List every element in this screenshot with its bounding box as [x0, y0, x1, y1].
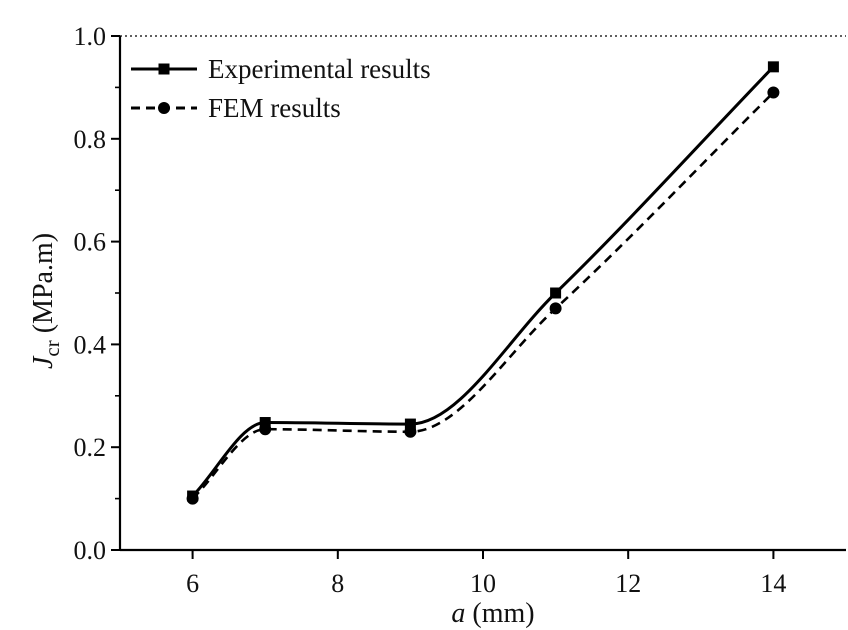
x-tick-label: 12 [615, 569, 641, 598]
data-point [550, 287, 562, 299]
legend-label: FEM results [208, 93, 341, 123]
x-tick-label: 14 [760, 569, 786, 598]
x-tick-label: 6 [186, 569, 199, 598]
y-axis-title-variable: J [28, 355, 59, 369]
x-tick-label: 8 [331, 569, 344, 598]
series-layer [186, 61, 780, 505]
data-point [404, 425, 417, 438]
x-axis: 6 8 10 12 14 [186, 550, 786, 598]
y-tick-label: 0.4 [74, 330, 107, 359]
x-tick-label: 10 [470, 569, 496, 598]
y-axis-title: Jcr (MPa.m) [28, 233, 64, 369]
legend-marker [158, 102, 170, 114]
y-tick-label: 1.0 [74, 22, 107, 51]
legend-item: Experimental results [131, 54, 431, 84]
y-tick-label: 0.2 [74, 433, 107, 462]
series-line [191, 91, 775, 500]
data-point [767, 61, 779, 73]
y-axis: 0.0 0.2 0.4 0.6 0.8 1.0 [74, 22, 120, 565]
x-axis-title-unit: (mm) [465, 598, 534, 629]
y-axis-title-unit: (MPa.m) [28, 233, 59, 340]
y-axis-title-subscript: cr [40, 340, 64, 356]
legend-marker [158, 63, 170, 75]
data-point [549, 302, 562, 315]
legend-item: FEM results [131, 93, 341, 123]
series-line [191, 65, 775, 498]
data-point [767, 86, 780, 99]
y-tick-label: 0.6 [74, 228, 107, 257]
legend: Experimental results FEM results [131, 54, 431, 123]
y-tick-label: 0.0 [74, 536, 107, 565]
legend-label: Experimental results [208, 54, 431, 84]
x-axis-title-variable: a [451, 598, 465, 629]
data-point [259, 423, 272, 436]
data-point [259, 417, 271, 429]
series-2 [186, 86, 780, 505]
data-point [404, 418, 416, 430]
data-point [186, 492, 199, 505]
y-tick-label: 0.8 [74, 125, 107, 154]
x-axis-title: a (mm) [451, 598, 534, 629]
